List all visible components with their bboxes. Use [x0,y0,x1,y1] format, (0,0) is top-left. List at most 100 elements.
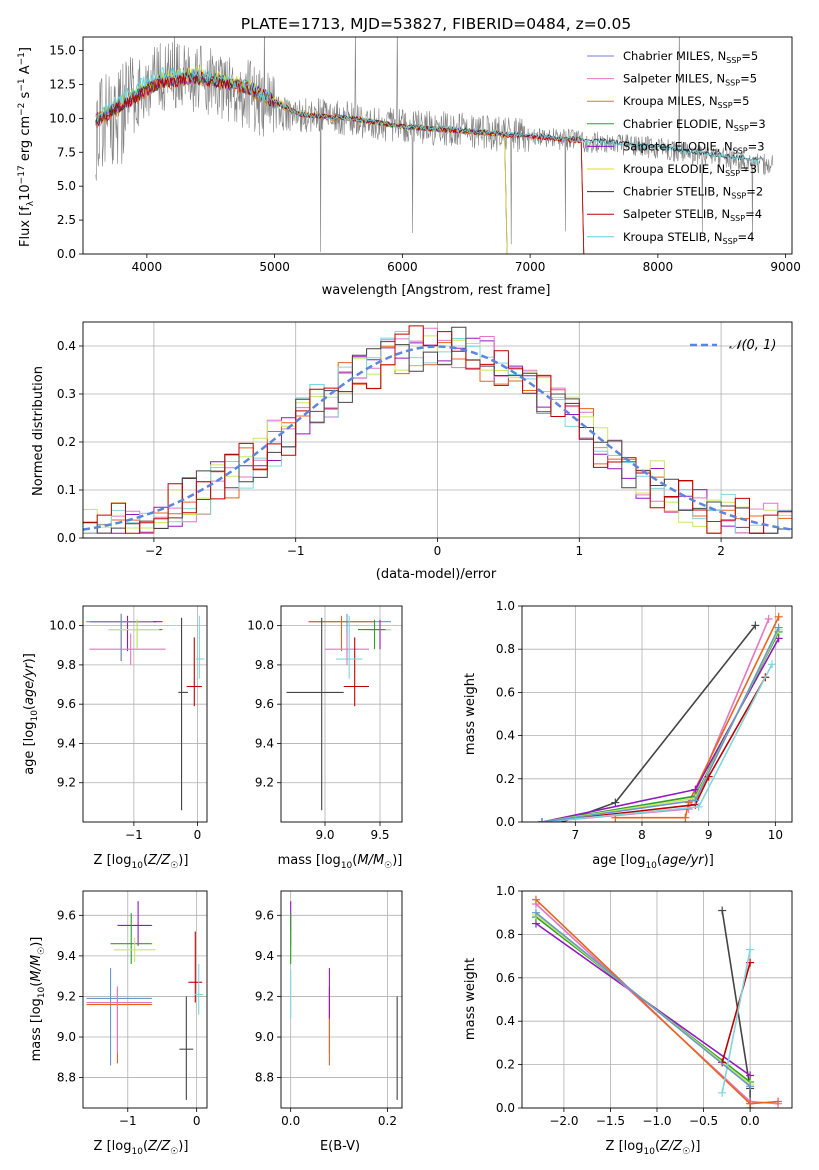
mw-age-ylabel: mass weight [463,673,478,755]
y-tick-label: 0.6 [496,971,515,985]
legend-value: =3 [748,139,765,153]
mw-z-ylabel: mass weight [463,958,478,1040]
mw-z-xlabel: Z [log10(Z/Z☉)] [606,1139,701,1157]
age-z-xlabel: Z [log10(Z/Z☉)] [94,853,189,871]
plot-area [286,613,391,811]
mass-weight-marker [774,623,783,632]
axes-frame [280,890,403,1109]
y-tick-label: 9.2 [255,989,274,1003]
observed-spectrum-line [95,37,774,253]
x-tick-label: −2 [145,544,163,558]
legend-subscript: SSP [723,237,738,246]
residual-legend: 𝒩(0, 1) [690,338,776,353]
mass-weight-marker [764,614,773,623]
axes-frame [82,36,793,255]
mass-weight-line-7 [541,676,766,822]
y-tick-label: 0.0 [496,1101,515,1115]
mass-weight-marker [746,1082,755,1091]
x-tick-label: −1 [119,1114,137,1128]
error-cross-4 [86,613,153,661]
x-tick-label: 4000 [132,260,163,274]
plot-area [86,901,203,1100]
age-mass-xlabel: mass [log10(M/M☉)] [278,853,403,871]
x-tick-label: 0.0 [741,1114,760,1128]
y-tick-label: 9.4 [57,736,76,750]
x-tick-label: −1 [125,828,143,842]
x-tick-label: 7 [572,828,580,842]
legend-value: =4 [745,207,762,221]
mass-weight-marker [611,798,620,807]
error-cross-6 [86,986,152,1054]
y-tick-label: 9.6 [255,697,274,711]
plot-area [531,895,783,1108]
legend-value: =5 [733,94,750,108]
x-tick-label: 9.0 [315,828,334,842]
y-tick-label: 0.3 [57,387,76,401]
legend-label-2: Salpeter MILES, NSSP=5 [623,72,757,88]
legend-value: =3 [740,162,757,176]
x-tick-label: −1 [287,544,305,558]
error-cross-8 [188,931,203,1003]
residual-legend-label: 𝒩(0, 1) [729,338,776,353]
mass-z-ylabel: mass [log10(M/M☉)] [29,937,47,1062]
y-tick-label: 0.6 [496,685,515,699]
axes-frame [521,605,793,823]
x-tick-label: 10 [768,828,783,842]
y-tick-label: 0.1 [57,483,76,497]
legend-subscript: SSP [718,101,733,110]
x-tick-label: 5000 [259,260,290,274]
legend-value: =5 [740,72,757,86]
y-tick-label: 9.2 [57,776,76,790]
histogram-series-6 [83,326,792,534]
y-tick-label: 12.5 [49,77,76,91]
error-cross-3 [325,633,369,665]
legend-subscript: SSP [731,192,746,201]
y-tick-label: 10.0 [49,619,76,633]
axes-frame [82,890,208,1109]
y-tick-label: 8.8 [57,1071,76,1085]
legend-value: =4 [738,230,755,244]
x-tick-label: 7000 [515,260,546,274]
error-cross-8 [343,637,369,707]
mass-weight-marker [694,802,703,811]
x-tick-label: −1.0 [642,1114,671,1128]
x-tick-label: −1.5 [596,1114,625,1128]
y-tick-label: 0.0 [496,815,515,829]
spectrum-ylabel: Flux [fλ10−17 erg cm−2 s−1 A−1] [17,47,36,247]
mass-weight-marker [531,908,540,917]
axes-frame [521,890,793,1109]
x-tick-label: 9 [705,828,713,842]
legend-label-8: Salpeter STELIB, NSSP=4 [623,207,762,223]
y-tick-label: 9.0 [57,1030,76,1044]
y-tick-label: 0.4 [57,339,76,353]
plot-area [95,37,774,254]
mass-weight-line-9 [535,912,751,1087]
y-tick-label: 10.0 [247,619,274,633]
error-cross-9 [194,964,203,1015]
mass-weight-line-7 [721,962,751,1063]
x-tick-label: 8000 [643,260,674,274]
y-tick-label: 9.4 [255,736,274,750]
mass-weight-marker [718,1088,727,1097]
y-tick-label: 9.6 [255,908,274,922]
x-tick-label: 0.2 [378,1114,397,1128]
legend-subscript: SSP [733,146,748,155]
error-cross-8 [186,637,202,707]
y-tick-label: 0.0 [57,247,76,261]
y-tick-label: 9.4 [57,949,76,963]
y-tick-label: 9.2 [57,989,76,1003]
x-tick-label: 1 [575,544,583,558]
x-tick-label: 6000 [387,260,418,274]
mass-ebv-xlabel: E(B-V) [320,1139,360,1154]
x-tick-label: 0 [434,544,442,558]
y-tick-label: 0.2 [496,1058,515,1072]
axes-frame [82,605,208,823]
error-cross-9 [195,615,205,679]
legend-value: =5 [741,49,758,63]
plot-area [86,613,205,811]
y-tick-label: 9.2 [255,776,274,790]
axes-frame [82,321,793,539]
y-tick-label: 0.2 [496,772,515,786]
legend-subscript: SSP [725,169,740,178]
error-cross-1 [117,901,152,946]
